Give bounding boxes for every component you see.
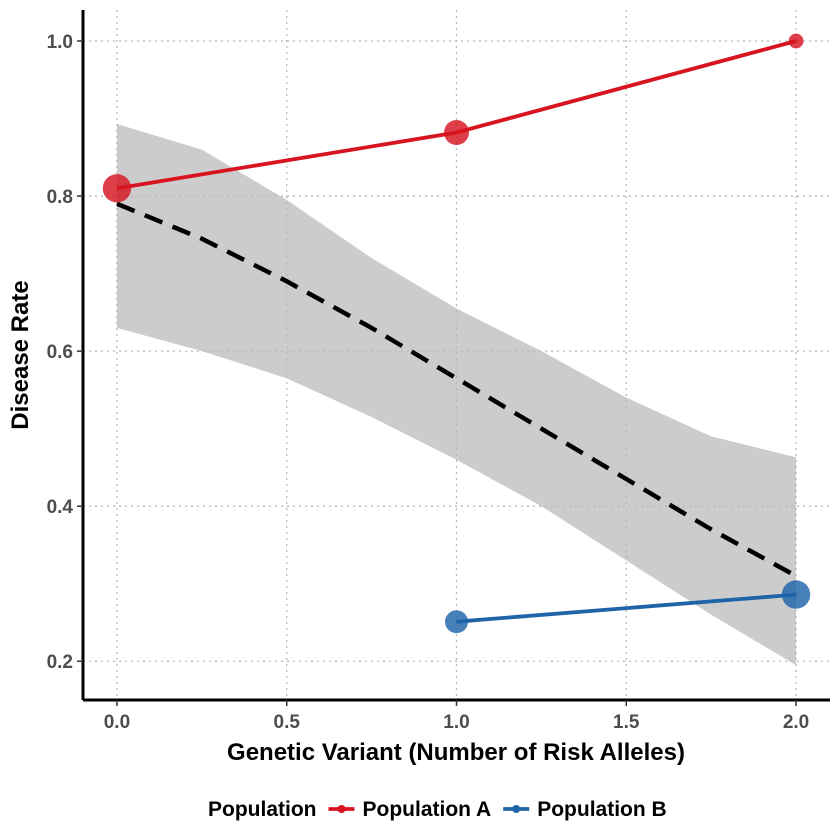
legend-key-point xyxy=(512,805,521,813)
series-point xyxy=(445,610,468,634)
x-tick-label: 0.5 xyxy=(274,712,301,733)
series-point xyxy=(444,119,469,145)
y-axis-title: Disease Rate xyxy=(7,280,34,429)
legend-label: Population B xyxy=(537,798,667,821)
series-point xyxy=(102,174,132,203)
legend-key-point xyxy=(337,805,346,813)
y-tick-label: 0.6 xyxy=(47,342,73,363)
legend-label: Population A xyxy=(363,798,492,821)
y-tick-label: 0.2 xyxy=(47,652,73,673)
x-axis-title: Genetic Variant (Number of Risk Alleles) xyxy=(227,739,685,766)
x-tick-label: 2.0 xyxy=(783,712,809,733)
x-tick-label: 1.0 xyxy=(443,712,469,733)
trend-line-layer xyxy=(116,201,798,578)
y-tick-label: 0.8 xyxy=(47,187,73,208)
y-tick-label: 0.4 xyxy=(47,497,74,518)
series-line xyxy=(456,592,797,624)
x-tick-label: 0.0 xyxy=(104,712,130,733)
series-layer xyxy=(102,33,811,634)
legend-title: Population xyxy=(208,798,317,821)
series-point xyxy=(788,33,804,49)
y-tick-label: 1.0 xyxy=(47,32,73,53)
legend: Population Population A Population B xyxy=(208,798,667,821)
x-tick-label: 1.5 xyxy=(613,712,640,733)
tick-layer: 0.0 0.5 1.0 1.5 2.0 0.2 0.4 0.6 0.8 1.0 xyxy=(47,32,810,733)
trend-line xyxy=(116,201,798,578)
series-point xyxy=(781,580,811,609)
